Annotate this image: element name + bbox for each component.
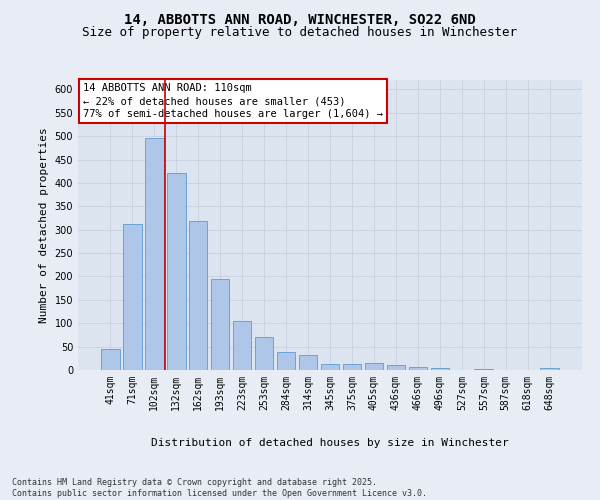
Bar xyxy=(299,355,317,370)
Bar xyxy=(167,172,185,370)
Bar xyxy=(123,224,142,370)
Bar xyxy=(386,366,405,370)
Bar xyxy=(101,349,119,370)
Bar xyxy=(320,364,340,370)
Bar xyxy=(233,322,251,370)
Bar xyxy=(189,221,208,370)
Y-axis label: Number of detached properties: Number of detached properties xyxy=(39,127,49,323)
Bar xyxy=(277,352,295,370)
Bar xyxy=(343,364,361,370)
Bar xyxy=(365,364,383,370)
Bar xyxy=(211,280,229,370)
Text: Contains HM Land Registry data © Crown copyright and database right 2025.
Contai: Contains HM Land Registry data © Crown c… xyxy=(12,478,427,498)
Bar xyxy=(431,368,449,370)
Text: 14, ABBOTTS ANN ROAD, WINCHESTER, SO22 6ND: 14, ABBOTTS ANN ROAD, WINCHESTER, SO22 6… xyxy=(124,12,476,26)
Text: Distribution of detached houses by size in Winchester: Distribution of detached houses by size … xyxy=(151,438,509,448)
Bar xyxy=(541,368,559,370)
Text: 14 ABBOTTS ANN ROAD: 110sqm
← 22% of detached houses are smaller (453)
77% of se: 14 ABBOTTS ANN ROAD: 110sqm ← 22% of det… xyxy=(83,83,383,120)
Bar xyxy=(409,366,427,370)
Bar xyxy=(145,138,164,370)
Text: Size of property relative to detached houses in Winchester: Size of property relative to detached ho… xyxy=(83,26,517,39)
Bar xyxy=(475,368,493,370)
Bar xyxy=(255,338,274,370)
